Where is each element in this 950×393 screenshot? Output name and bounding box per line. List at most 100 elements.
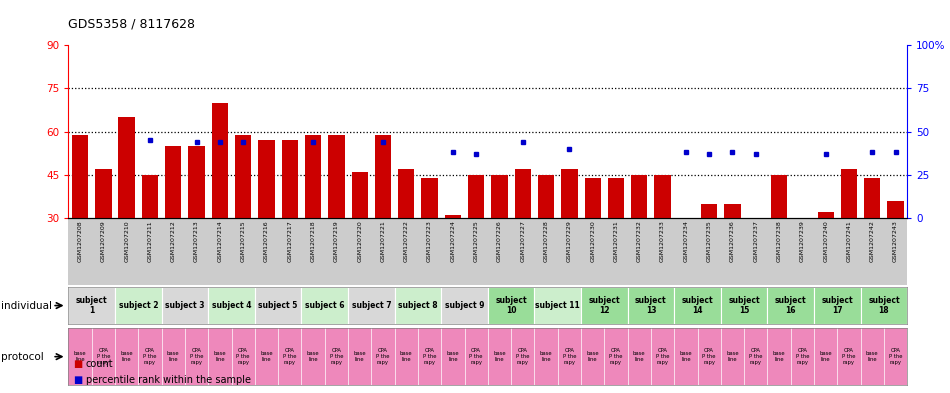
Text: GSM1207219: GSM1207219 (333, 220, 339, 262)
Bar (631, 175, 648, 218)
Text: GSM1207229: GSM1207229 (567, 220, 572, 262)
Text: CPA
P the
rapy: CPA P the rapy (843, 348, 856, 365)
Text: CPA
P the
rapy: CPA P the rapy (562, 348, 576, 365)
Text: GSM1207230: GSM1207230 (590, 220, 596, 262)
Text: individual: individual (1, 301, 52, 310)
Bar (165, 146, 181, 218)
Text: ■: ■ (73, 360, 83, 369)
Text: base
line: base line (586, 351, 599, 362)
Text: CPA
P the
rapy: CPA P the rapy (609, 348, 623, 365)
Text: CPA
P the
rapy: CPA P the rapy (283, 348, 296, 365)
Text: GSM1207226: GSM1207226 (497, 220, 502, 262)
Bar (115, 287, 162, 324)
Bar (561, 169, 578, 218)
Text: subject
16: subject 16 (775, 296, 807, 315)
Text: base
line: base line (353, 351, 366, 362)
Text: base
line: base line (866, 351, 879, 362)
Bar (305, 134, 321, 218)
Text: GSM1207227: GSM1207227 (521, 220, 525, 262)
Text: GSM1207215: GSM1207215 (240, 220, 246, 262)
Bar (771, 175, 788, 218)
Text: base
line: base line (307, 351, 319, 362)
Bar (538, 175, 554, 218)
Bar (445, 215, 461, 218)
Text: GSM1207241: GSM1207241 (846, 220, 851, 262)
Bar (488, 287, 535, 324)
Text: GSM1207209: GSM1207209 (101, 220, 105, 262)
Text: subject
15: subject 15 (729, 296, 760, 315)
Bar (258, 140, 275, 218)
Text: base
line: base line (633, 351, 646, 362)
Bar (235, 134, 252, 218)
Text: CPA
P the
rapy: CPA P the rapy (190, 348, 203, 365)
Text: GSM1207214: GSM1207214 (218, 220, 222, 262)
Text: GSM1207213: GSM1207213 (194, 220, 200, 262)
Text: CPA
P the
rapy: CPA P the rapy (423, 348, 436, 365)
Text: subject
17: subject 17 (822, 296, 853, 315)
Text: percentile rank within the sample: percentile rank within the sample (86, 375, 251, 385)
Text: CPA
P the
rapy: CPA P the rapy (796, 348, 809, 365)
Text: base
line: base line (121, 351, 133, 362)
Bar (162, 287, 208, 324)
Text: GSM1207225: GSM1207225 (474, 220, 479, 262)
Text: GSM1207239: GSM1207239 (800, 220, 805, 262)
Bar (328, 134, 345, 218)
Bar (255, 287, 301, 324)
Text: GSM1207238: GSM1207238 (776, 220, 782, 262)
Bar (468, 175, 484, 218)
Text: base
line: base line (74, 351, 86, 362)
Text: GSM1207211: GSM1207211 (147, 220, 152, 262)
Bar (515, 169, 531, 218)
Text: subject 7: subject 7 (352, 301, 391, 310)
Text: ■: ■ (73, 375, 83, 385)
Bar (68, 287, 115, 324)
Bar (491, 175, 507, 218)
Text: GSM1207208: GSM1207208 (78, 220, 83, 262)
Bar (119, 117, 135, 218)
Bar (72, 134, 88, 218)
Text: GSM1207224: GSM1207224 (450, 220, 455, 262)
Bar (301, 287, 348, 324)
Bar (352, 172, 368, 218)
Bar (208, 287, 255, 324)
Text: base
line: base line (540, 351, 552, 362)
Bar (768, 287, 814, 324)
Text: base
line: base line (400, 351, 412, 362)
Text: subject
1: subject 1 (76, 296, 107, 315)
Text: subject 8: subject 8 (398, 301, 438, 310)
Bar (375, 134, 391, 218)
Bar (584, 178, 600, 218)
Text: GSM1207232: GSM1207232 (636, 220, 642, 262)
Text: subject 2: subject 2 (119, 301, 158, 310)
Bar (861, 287, 907, 324)
Bar (348, 287, 394, 324)
Bar (281, 140, 298, 218)
Text: CPA
P the
rapy: CPA P the rapy (656, 348, 670, 365)
Text: GSM1207217: GSM1207217 (287, 220, 293, 262)
Bar (864, 178, 881, 218)
Text: base
line: base line (726, 351, 739, 362)
Text: base
line: base line (167, 351, 180, 362)
Bar (441, 287, 488, 324)
Bar (188, 146, 204, 218)
Text: GSM1207236: GSM1207236 (730, 220, 735, 262)
Text: subject 4: subject 4 (212, 301, 251, 310)
Bar (814, 287, 861, 324)
Bar (887, 201, 903, 218)
Text: GSM1207210: GSM1207210 (124, 220, 129, 262)
Text: subject 3: subject 3 (165, 301, 204, 310)
Text: subject
14: subject 14 (682, 296, 713, 315)
Bar (142, 175, 158, 218)
Text: CPA
P the
rapy: CPA P the rapy (469, 348, 483, 365)
Text: subject
13: subject 13 (636, 296, 667, 315)
Bar (701, 204, 717, 218)
Text: CPA
P the
rapy: CPA P the rapy (330, 348, 343, 365)
Text: GSM1207221: GSM1207221 (380, 220, 386, 262)
Text: base
line: base line (446, 351, 459, 362)
Bar (724, 204, 741, 218)
Text: GDS5358 / 8117628: GDS5358 / 8117628 (68, 18, 196, 31)
Text: GSM1207223: GSM1207223 (428, 220, 432, 262)
Text: subject
18: subject 18 (868, 296, 900, 315)
Bar (95, 169, 111, 218)
Text: GSM1207240: GSM1207240 (824, 220, 828, 262)
